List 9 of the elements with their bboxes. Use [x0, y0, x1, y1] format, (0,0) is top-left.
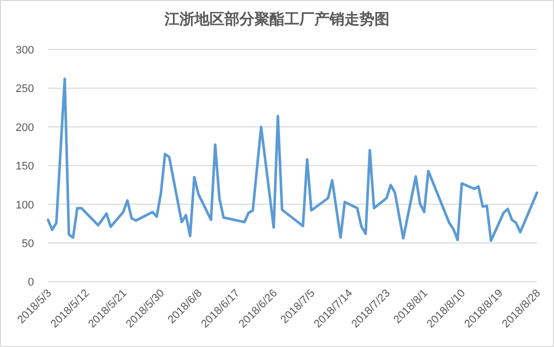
y-tick-label: 0 [28, 276, 34, 289]
y-tick-label: 50 [22, 238, 34, 250]
line-series [46, 78, 538, 242]
y-tick-label: 100 [16, 199, 34, 212]
y-tick-label: 150 [16, 160, 34, 173]
y-tick-label: 250 [16, 83, 34, 96]
chart-title: 江浙地区部分聚酯工厂产销走势图 [164, 10, 390, 28]
y-tick-label: 200 [16, 122, 34, 134]
y-tick-label: 300 [16, 44, 34, 56]
